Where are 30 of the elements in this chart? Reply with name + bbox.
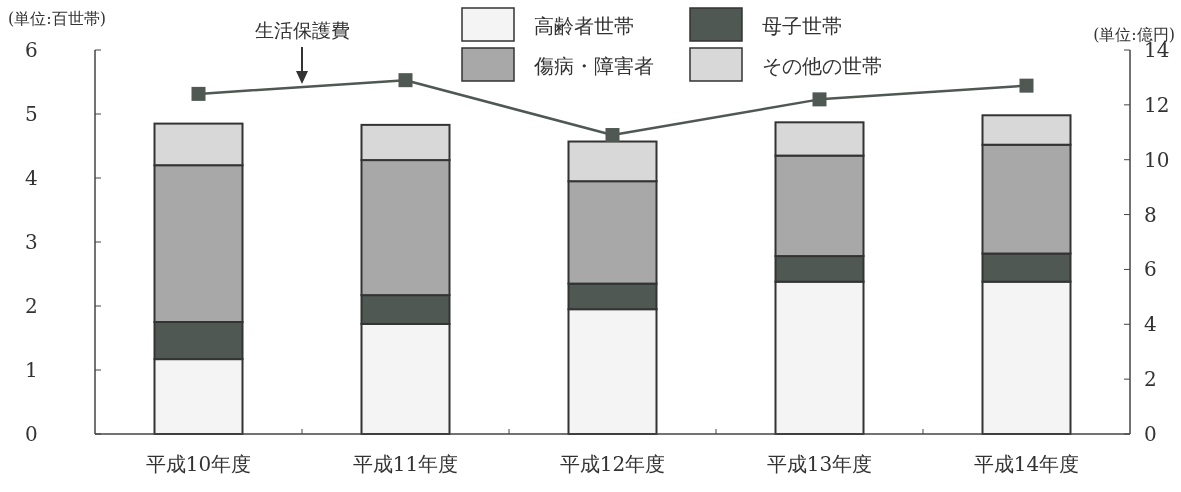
y2-tick-label: 12 — [1144, 92, 1170, 117]
y-tick-label: 4 — [25, 166, 38, 190]
legend-label: 母子世帯 — [762, 14, 842, 38]
x-tick-label: 平成12年度 — [559, 452, 666, 476]
y2-tick-label: 10 — [1144, 147, 1170, 172]
point — [191, 86, 206, 101]
y-tick-label: 3 — [25, 230, 38, 254]
y-tick-label: 5 — [25, 102, 38, 126]
legend-label: その他の世帯 — [762, 54, 882, 78]
y-tick-label: 1 — [25, 358, 38, 382]
y-tick-label: 6 — [25, 38, 38, 62]
y-tick-label: 0 — [25, 422, 38, 446]
point — [605, 128, 620, 143]
x-tick-label: 平成11年度 — [352, 452, 459, 476]
x-tick-label: 平成14年度 — [973, 452, 1080, 476]
x-tick-label: 平成10年度 — [145, 452, 252, 476]
y2-tick-label: 2 — [1144, 367, 1157, 392]
legend-label: 高齢者世帯 — [534, 14, 634, 38]
y2-tick-label: 8 — [1144, 202, 1157, 227]
y2-tick-label: 6 — [1144, 257, 1157, 282]
point — [1019, 78, 1034, 93]
y-tick-label: 2 — [25, 294, 38, 318]
y2-tick-label: 4 — [1144, 312, 1157, 337]
point — [398, 73, 413, 88]
legend-label: 傷病・障害者 — [533, 54, 654, 78]
y-axis-title: (単位:百世帯) — [8, 9, 106, 28]
x-tick-label: 平成13年度 — [766, 452, 873, 476]
y2-tick-label: 0 — [1144, 422, 1157, 446]
text: 生活保護費 — [254, 19, 350, 42]
point — [812, 92, 827, 107]
